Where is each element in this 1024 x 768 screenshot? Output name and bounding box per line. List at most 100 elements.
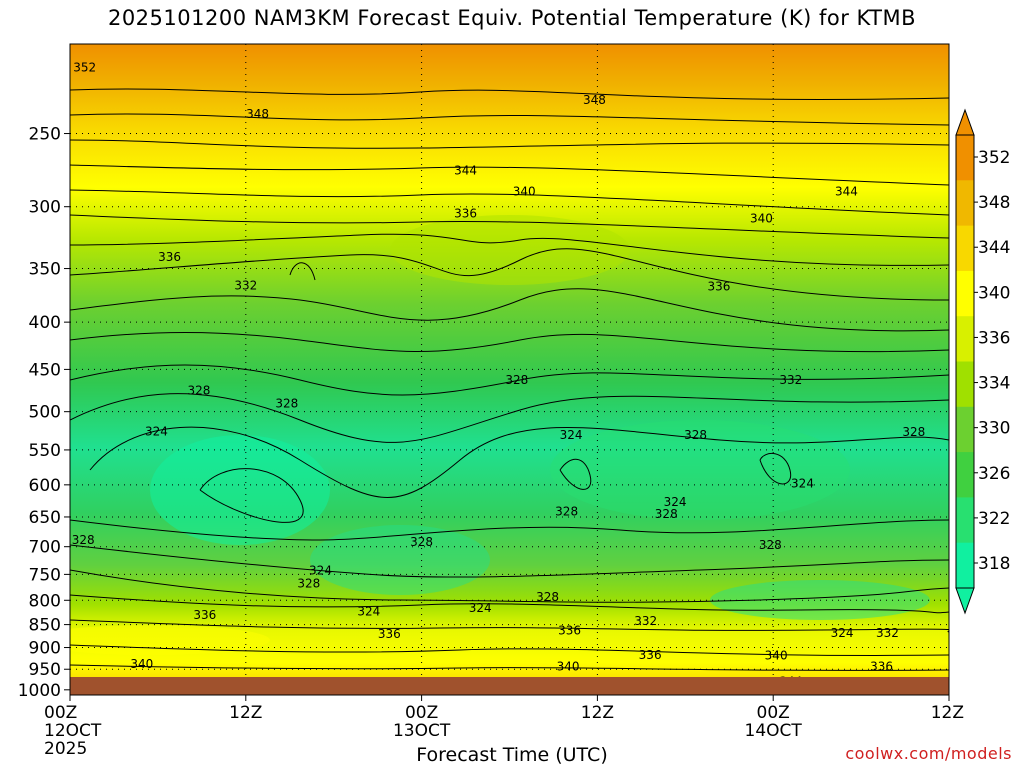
contour-label: 332	[779, 373, 802, 387]
y-tick-label: 550	[29, 441, 61, 461]
contour-label: 336	[378, 627, 401, 641]
y-tick-label: 750	[29, 565, 61, 585]
colorbar-label: 318	[978, 554, 1010, 574]
contour-label: 348	[583, 93, 606, 107]
y-tick-label: 700	[29, 538, 61, 558]
contour-label: 332	[876, 626, 899, 640]
contour-label: 324	[791, 476, 814, 490]
contour-label: 344	[454, 163, 477, 177]
colorbar-max-arrow	[955, 108, 975, 136]
x-tick-label: 12OCT	[44, 721, 102, 741]
chart-title: 2025101200 NAM3KM Forecast Equiv. Potent…	[107, 6, 917, 30]
x-tick-label: 12Z	[581, 703, 614, 723]
y-tick-label: 500	[29, 403, 61, 423]
contour-label: 336	[158, 250, 181, 264]
contour-label: 328	[275, 397, 298, 411]
contour-label: 340	[557, 660, 580, 674]
colorbar-swatch	[956, 180, 974, 227]
ground-surface	[70, 677, 949, 695]
y-tick-label: 350	[29, 260, 61, 280]
colorbar-swatch	[956, 406, 974, 453]
y-tick-label: 600	[29, 476, 61, 496]
y-tick-label: 850	[29, 616, 61, 636]
plot-area: 3523483483443443403403363363363323323283…	[70, 44, 949, 695]
colorbar: 352 348 344 340 336 334 330 326 322 318	[955, 108, 1010, 615]
y-tick-label: 300	[29, 198, 61, 218]
contour-label: 348	[246, 107, 269, 121]
contour-label: 336	[193, 608, 216, 622]
colorbar-swatch	[956, 497, 974, 544]
x-axis-label: Forecast Time (UTC)	[416, 744, 608, 766]
contour-label: 336	[870, 660, 893, 674]
y-tick-label: 650	[29, 508, 61, 528]
contour-label: 328	[187, 383, 210, 397]
y-tick-label: 900	[29, 639, 61, 659]
colorbar-min-arrow	[955, 587, 975, 615]
colorbar-label: 330	[978, 419, 1010, 439]
colorbar-label: 344	[978, 238, 1010, 258]
colorbar-swatch	[956, 316, 974, 362]
contour-label: 340	[513, 185, 536, 199]
y-tick-label: 450	[29, 360, 61, 380]
cool-pocket	[550, 420, 850, 520]
contour-label: 340	[750, 212, 773, 226]
contour-label: 324	[664, 495, 687, 509]
contour-label: 328	[505, 373, 528, 387]
contour-label: 324	[560, 428, 583, 442]
contour-label: 328	[655, 507, 678, 521]
x-tick-label: 00Z	[405, 703, 438, 723]
colorbar-swatch	[956, 542, 974, 589]
x-tick-label: 00Z	[44, 703, 77, 723]
contour-label: 324	[831, 626, 854, 640]
contour-label: 328	[536, 590, 559, 604]
contour-label: 328	[684, 428, 707, 442]
warm-ridge	[390, 215, 630, 285]
y-tick-label: 250	[29, 125, 61, 145]
contour-label: 336	[708, 279, 731, 293]
contour-label: 332	[634, 614, 657, 628]
x-tick-label: 12Z	[931, 703, 964, 723]
warm-low-level	[70, 625, 270, 655]
colorbar-label: 322	[978, 509, 1010, 529]
contour-label: 328	[555, 504, 578, 518]
y-axis: 250 300 350 400 450 500 550 600 650 700 750 800 850 9…	[18, 125, 70, 701]
source-credit: coolwx.com/models	[845, 744, 1012, 763]
contour-label: 344	[835, 185, 858, 199]
colorbar-swatch	[956, 135, 974, 181]
colorbar-frame	[955, 134, 975, 589]
colorbar-swatch	[956, 270, 974, 317]
y-tick-label: 1000	[18, 681, 61, 701]
contour-lines	[70, 88, 949, 671]
x-tick-label: 00Z	[757, 703, 790, 723]
contour-label: 336	[639, 648, 662, 662]
colorbar-label: 336	[978, 328, 1010, 348]
x-tick-label: 2025	[44, 739, 87, 759]
contour-label: 340	[765, 648, 788, 662]
contour-label: 328	[759, 538, 782, 552]
contour-label: 324	[309, 564, 332, 578]
y-tick-label: 400	[29, 313, 61, 333]
contour-label: 352	[73, 60, 96, 74]
colorbar-label: 334	[978, 374, 1010, 394]
y-tick-label: 800	[29, 591, 61, 611]
cool-pocket	[150, 435, 330, 545]
colorbar-label: 352	[978, 148, 1010, 168]
contour-label: 340	[130, 657, 153, 671]
y-tick-label: 950	[29, 660, 61, 680]
colorbar-swatch	[956, 452, 974, 498]
colorbar-swatch	[956, 361, 974, 408]
contour-label: 332	[234, 278, 257, 292]
colorbar-label: 326	[978, 464, 1010, 484]
colorbar-swatch	[956, 225, 974, 272]
x-tick-label: 12Z	[229, 703, 262, 723]
contour-label: 324	[469, 601, 492, 615]
colorbar-label: 348	[978, 193, 1010, 213]
contour-label: 336	[454, 206, 477, 220]
x-tick-label: 14OCT	[745, 721, 803, 741]
colorbar-label: 340	[978, 283, 1010, 303]
contour-label: 324	[145, 424, 168, 438]
x-tick-label: 13OCT	[393, 721, 451, 741]
contour-label: 328	[72, 533, 95, 547]
